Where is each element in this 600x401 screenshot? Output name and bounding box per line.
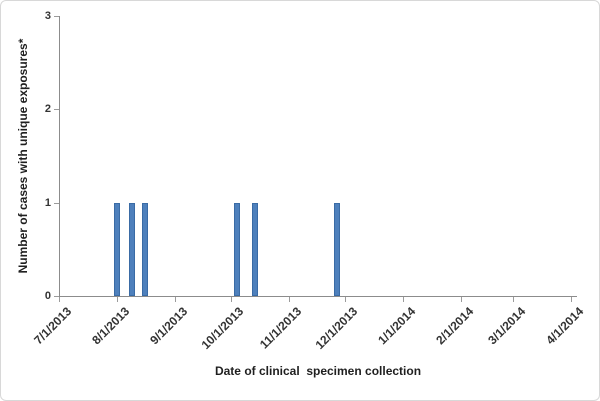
y-tick-mark xyxy=(54,296,59,297)
case-bar xyxy=(142,203,148,296)
x-tick-mark xyxy=(513,297,514,302)
case-bar xyxy=(334,203,340,296)
y-tick-mark xyxy=(54,16,59,17)
case-bar xyxy=(129,203,135,296)
x-tick-mark xyxy=(175,297,176,302)
x-tick-mark xyxy=(403,297,404,302)
case-bar xyxy=(252,203,258,296)
y-tick-label: 1 xyxy=(44,197,51,209)
y-tick-label: 2 xyxy=(44,103,51,115)
y-tick-mark xyxy=(54,203,59,204)
x-tick-mark xyxy=(461,297,462,302)
x-tick-mark xyxy=(345,297,346,302)
x-tick-mark xyxy=(571,297,572,302)
x-axis-title: Date of clinical specimen collection xyxy=(214,364,422,378)
y-tick-label: 3 xyxy=(44,10,51,22)
x-tick-mark xyxy=(117,297,118,302)
y-tick-mark xyxy=(54,109,59,110)
x-tick-mark xyxy=(289,297,290,302)
y-tick-label: 0 xyxy=(44,290,51,302)
x-tick-mark xyxy=(231,297,232,302)
y-axis-title: Number of cases with unique exposures* xyxy=(16,38,30,274)
case-bar xyxy=(234,203,240,296)
case-bar xyxy=(114,203,120,296)
x-tick-mark xyxy=(59,297,60,302)
x-axis-line xyxy=(59,296,577,297)
y-axis-line xyxy=(59,16,60,297)
